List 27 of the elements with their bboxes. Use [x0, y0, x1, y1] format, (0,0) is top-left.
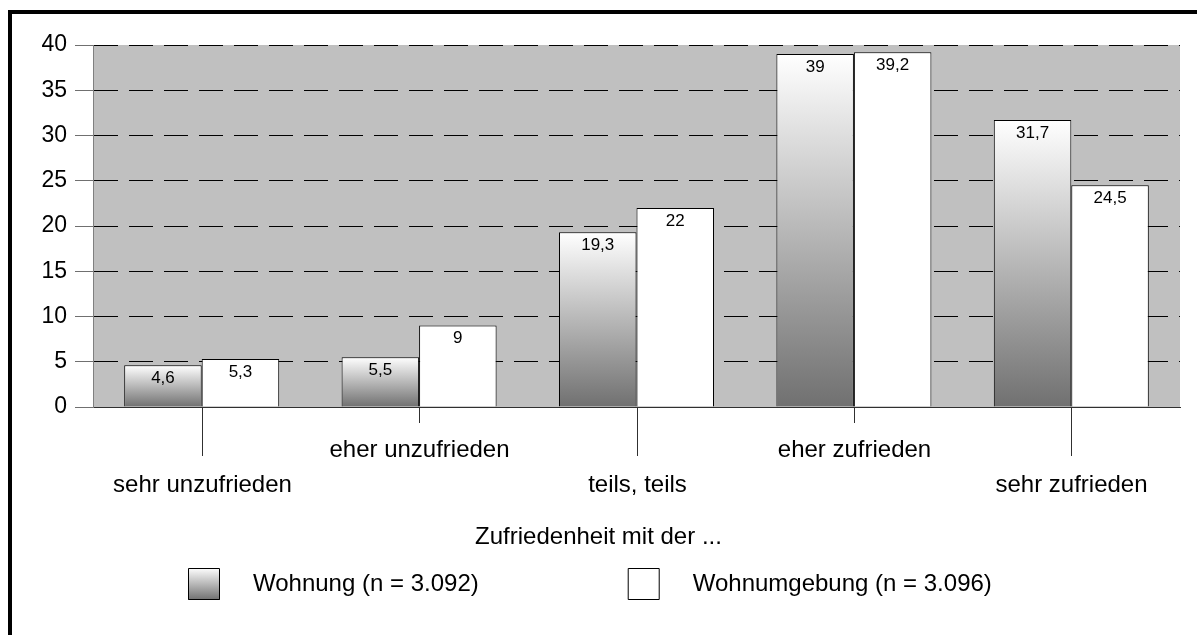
y-tick-label: 30: [41, 120, 67, 147]
data-label: 5,5: [368, 359, 393, 379]
legend-label: Wohnumgebung (n = 3.096): [692, 568, 992, 596]
data-label: 9: [453, 328, 463, 348]
legend-title: Zufriedenheit mit der ...: [475, 521, 722, 549]
x-tick-label: teils, teils: [588, 469, 687, 497]
x-tick-label: eher zufrieden: [777, 434, 932, 462]
y-tick-label: 25: [41, 166, 67, 193]
x-tick-label: sehr zufrieden: [995, 469, 1148, 497]
y-tick-label: 40: [41, 30, 67, 57]
data-label: 22: [665, 210, 685, 230]
y-tick-label: 15: [41, 256, 67, 283]
y-tick-label: 10: [41, 301, 67, 328]
y-tick-label: 20: [41, 211, 67, 238]
legend-label: Wohnung (n = 3.092): [253, 568, 479, 596]
y-tick-label: 0: [54, 392, 67, 419]
data-label: 39: [805, 56, 825, 76]
data-label: 4,6: [151, 368, 175, 388]
x-tick-label: eher unzufrieden: [329, 434, 510, 462]
y-tick-label: 35: [41, 75, 67, 102]
y-tick-label: 5: [54, 347, 67, 374]
x-tick-label: sehr unzufrieden: [113, 469, 292, 497]
data-label: 19,3: [581, 235, 615, 255]
data-label: 31,7: [1016, 122, 1050, 142]
data-label: 24,5: [1093, 187, 1127, 207]
data-label: 39,2: [876, 54, 910, 74]
data-label: 5,3: [228, 361, 253, 381]
